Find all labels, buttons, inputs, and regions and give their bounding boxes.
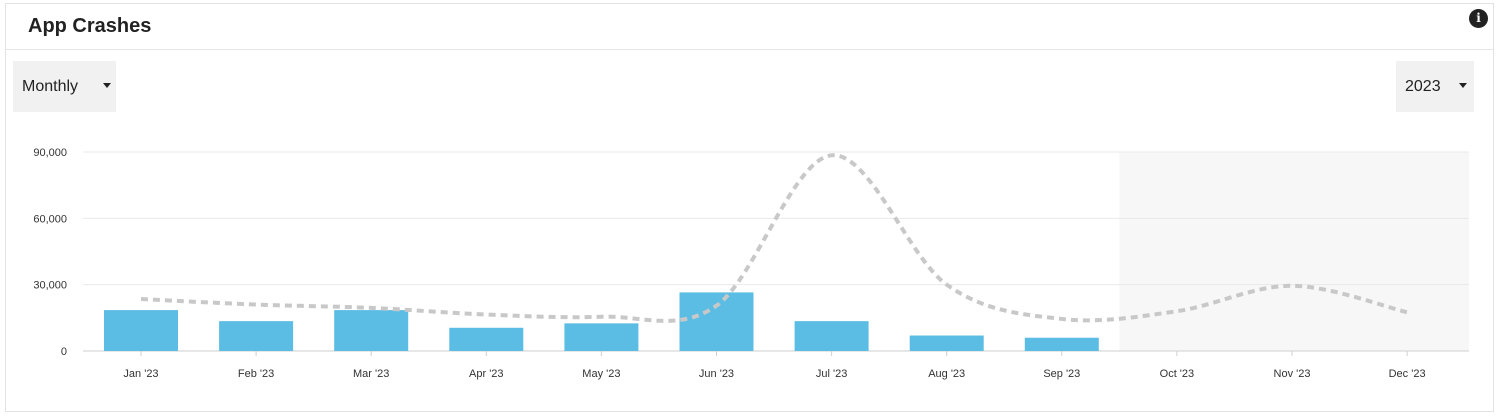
period-select[interactable]: Monthly [13,61,116,112]
x-tick-label: Jun '23 [699,368,734,380]
period-select-value: Monthly [22,78,79,95]
x-tick-label: May '23 [582,368,620,380]
year-select[interactable]: 2023 [1396,61,1474,112]
x-tick-label: Jan '23 [123,368,158,380]
bar [219,321,294,351]
bar [334,310,409,351]
x-tick-label: Jul '23 [816,368,847,380]
x-tick-label: Apr '23 [469,368,504,380]
y-tick-label: 30,000 [33,280,67,292]
info-icon[interactable]: i [1469,9,1488,28]
trend-line [140,153,1408,323]
y-tick-label: 90,000 [33,147,67,159]
bar [564,323,639,351]
bar [104,310,178,351]
x-tick-label: Sep '23 [1043,368,1080,380]
bar [1024,337,1099,351]
x-tick-label: Aug '23 [928,368,965,380]
x-tick-label: Feb '23 [238,368,274,380]
bar [679,292,754,351]
caret-down-icon [103,83,111,88]
y-tick-label: 0 [61,346,67,358]
bar [449,327,524,351]
x-tick-label: Mar '23 [353,368,389,380]
y-tick-label: 60,000 [33,213,67,225]
year-select-value: 2023 [1405,78,1441,95]
x-tick-label: Dec '23 [1389,368,1426,380]
bar [909,335,984,351]
caret-down-icon [1459,83,1467,88]
card-header: App Crashes i [6,4,1493,50]
forecast-shaded-region [1119,152,1469,351]
page-title: App Crashes [28,15,152,37]
bar [794,321,869,351]
x-tick-label: Oct '23 [1160,368,1195,380]
x-tick-label: Nov '23 [1274,368,1311,380]
